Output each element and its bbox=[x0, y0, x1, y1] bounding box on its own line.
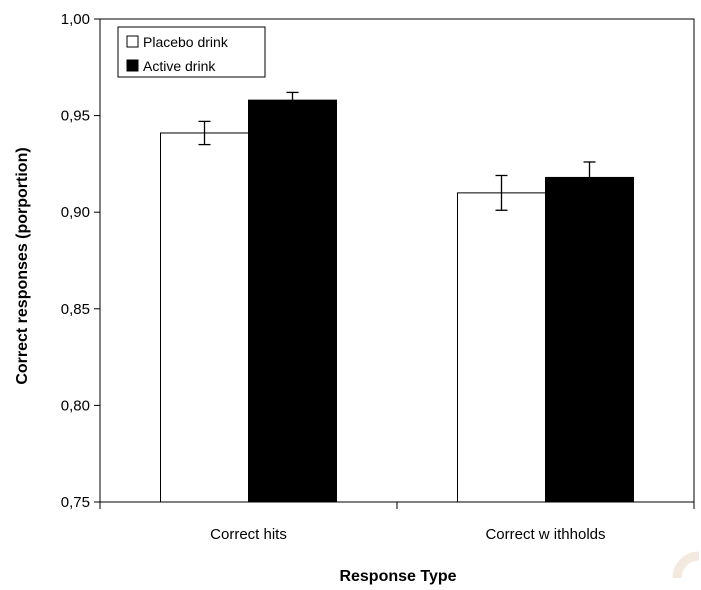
x-tick-label: Correct w ithholds bbox=[485, 526, 605, 543]
error-bar bbox=[495, 174, 508, 211]
legend-label: Placebo drink bbox=[143, 34, 229, 50]
legend-swatch bbox=[126, 59, 139, 72]
error-bar bbox=[286, 91, 299, 109]
legend: Placebo drink Active drink bbox=[117, 26, 266, 78]
error-bar bbox=[583, 161, 596, 194]
y-tick-label: 0,90 bbox=[61, 204, 90, 221]
y-tick-label: 1,00 bbox=[61, 11, 90, 28]
bars bbox=[160, 99, 634, 503]
bar-active-drink bbox=[248, 99, 337, 503]
y-tick-label: 0,95 bbox=[61, 108, 90, 125]
y-axis: 0,75 0,80 0,85 0,90 0,95 1,00 bbox=[61, 11, 100, 511]
bar-active-drink bbox=[545, 176, 634, 503]
legend-swatch bbox=[126, 35, 139, 48]
legend-label: Active drink bbox=[143, 58, 216, 74]
y-tick-label: 0,75 bbox=[61, 494, 90, 511]
bar-placebo-drink bbox=[457, 192, 546, 503]
x-axis-title: Response Type bbox=[339, 568, 456, 585]
y-axis-title: Correct responses (porportion) bbox=[14, 147, 31, 384]
x-axis: Correct hits Correct w ithholds bbox=[99, 502, 695, 543]
bar-placebo-drink bbox=[160, 132, 249, 503]
x-tick-label: Correct hits bbox=[210, 526, 287, 543]
y-tick-label: 0,80 bbox=[61, 397, 90, 414]
watermark-arc bbox=[672, 551, 700, 579]
error-bar bbox=[198, 120, 211, 146]
legend-box bbox=[117, 26, 266, 78]
y-tick-label: 0,85 bbox=[61, 301, 90, 318]
error-bars bbox=[198, 91, 596, 211]
